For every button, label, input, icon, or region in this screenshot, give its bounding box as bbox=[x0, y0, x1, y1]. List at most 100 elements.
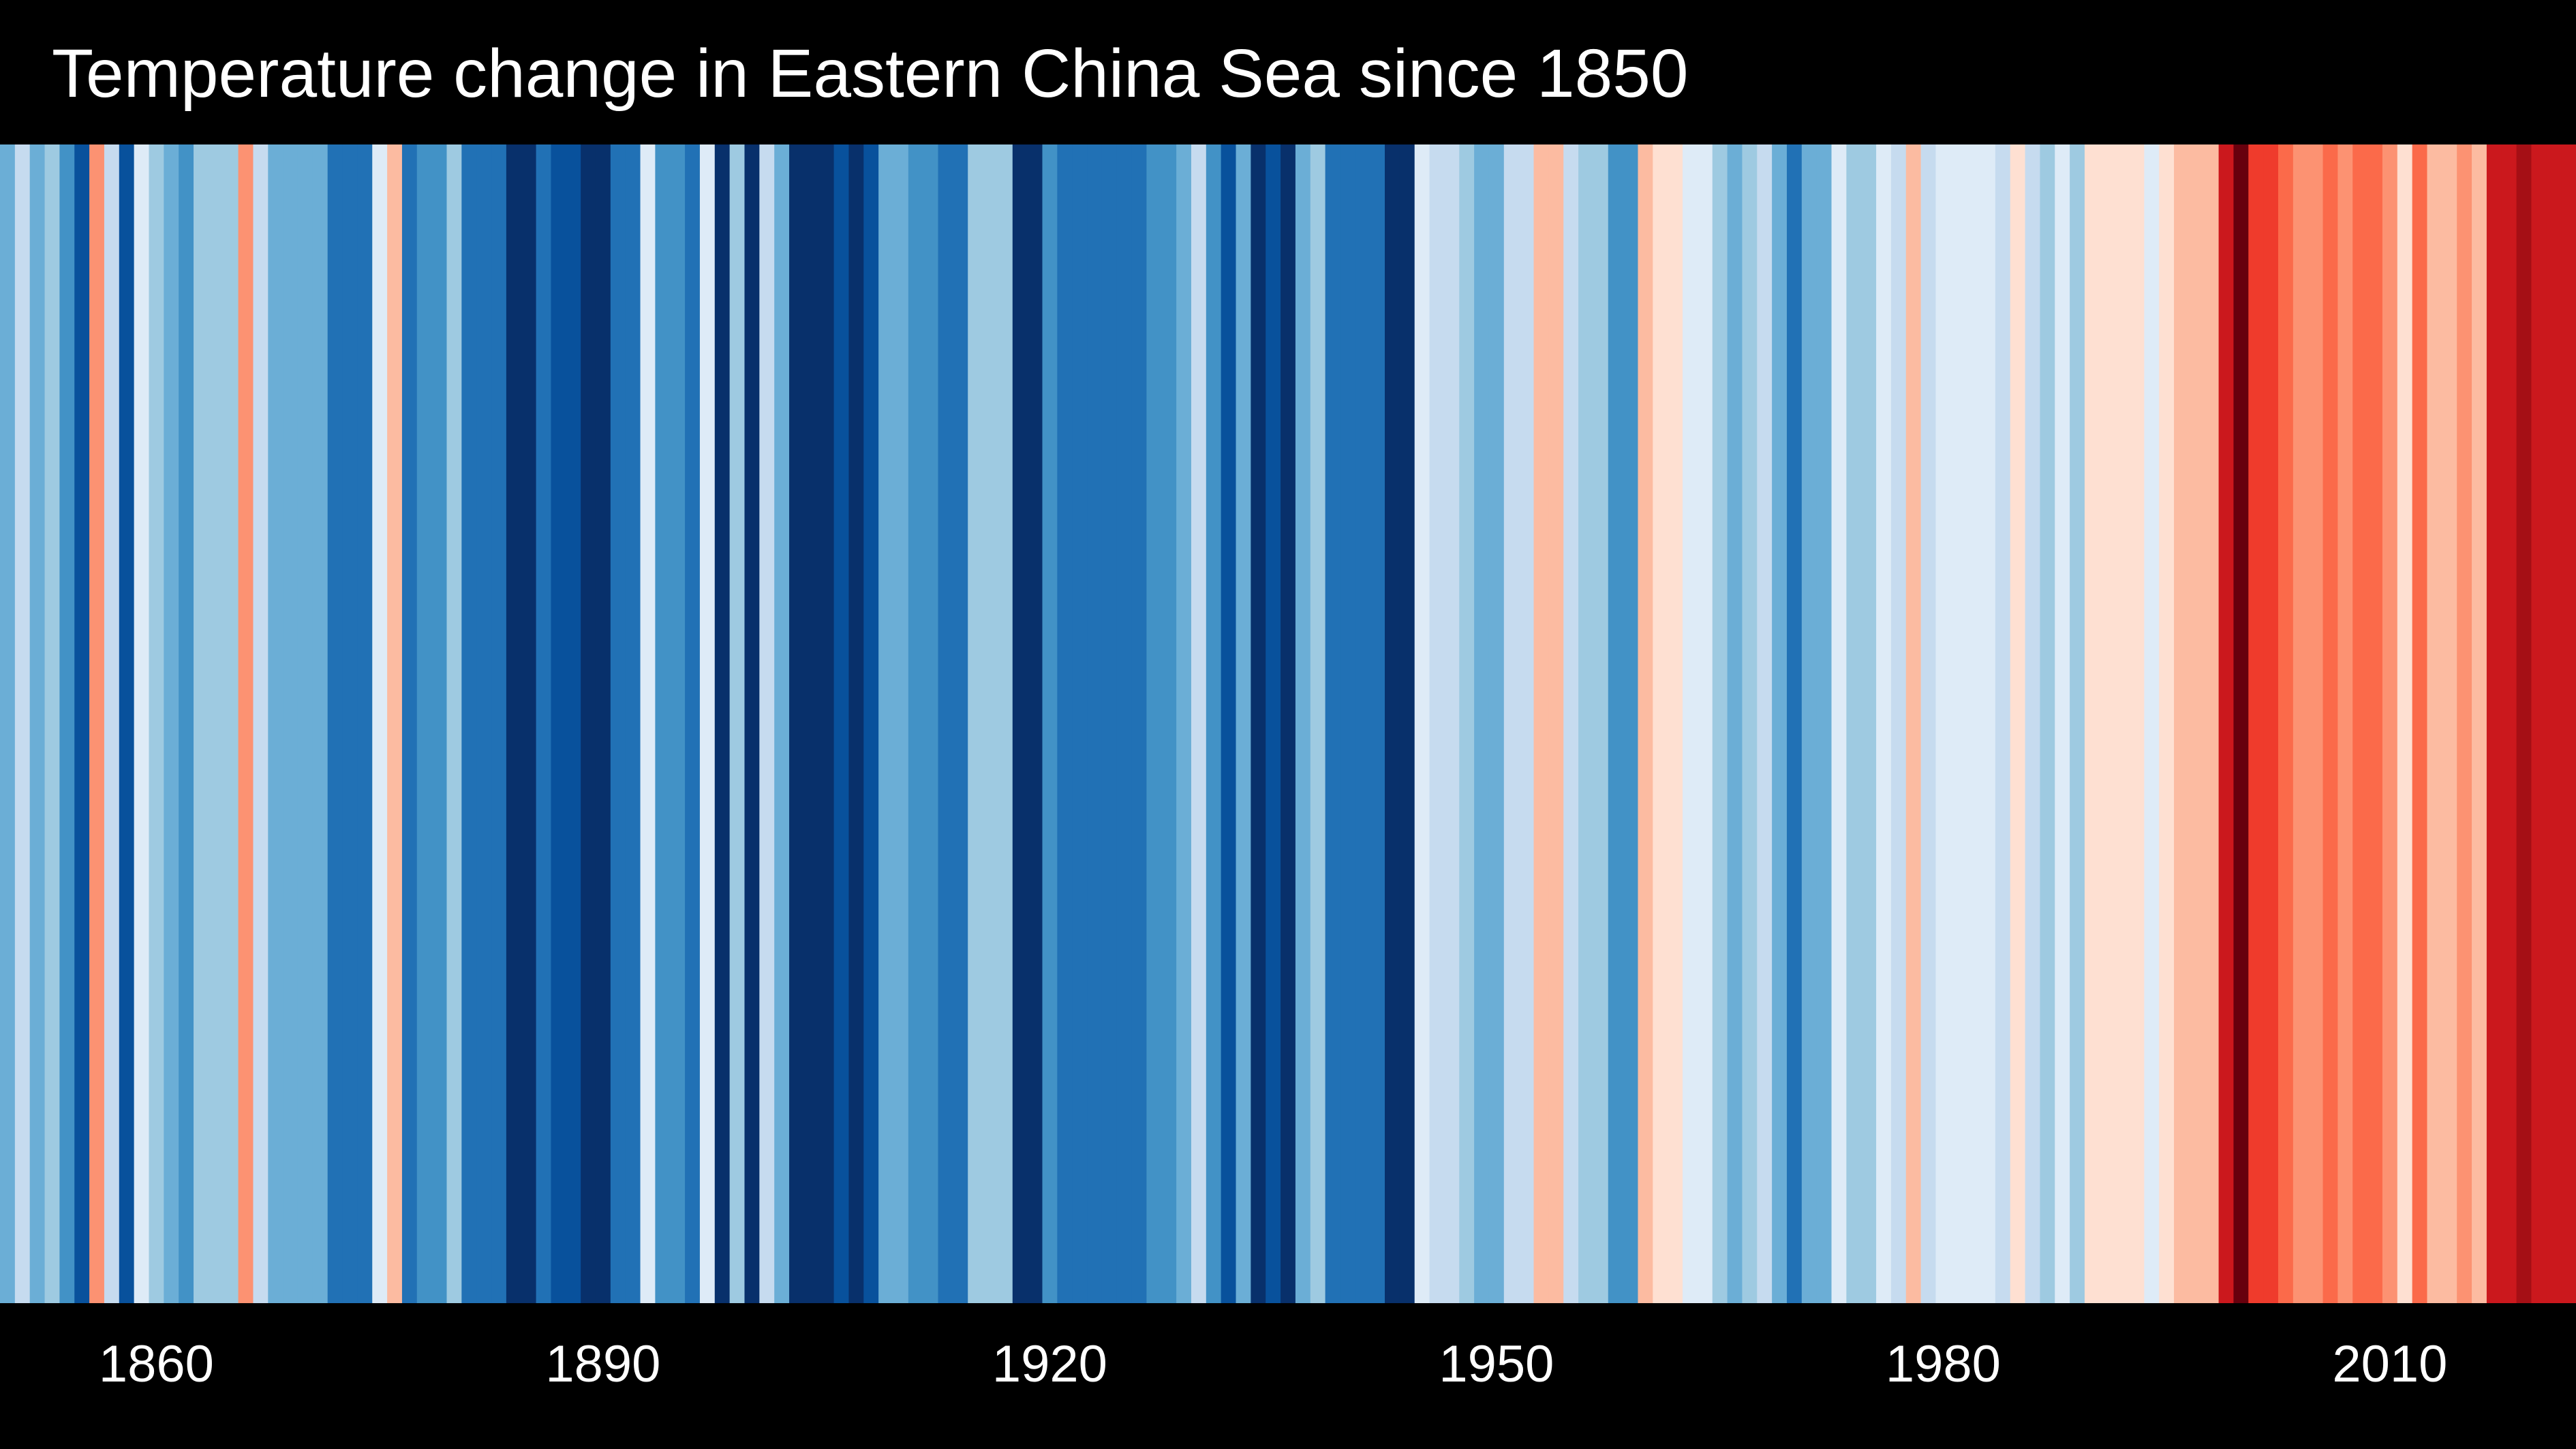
stripe-1864 bbox=[208, 144, 224, 1303]
stripe-1862 bbox=[179, 144, 194, 1303]
stripe-1917 bbox=[997, 144, 1013, 1303]
stripe-1851 bbox=[14, 144, 31, 1303]
stripe-1909 bbox=[878, 144, 894, 1303]
x-tick-label: 1920 bbox=[992, 1335, 1107, 1393]
x-tick-label: 1860 bbox=[98, 1335, 214, 1393]
stripe-1971 bbox=[1801, 144, 1818, 1303]
stripe-1912 bbox=[923, 144, 939, 1303]
stripe-1996 bbox=[2174, 144, 2190, 1303]
stripe-1856 bbox=[89, 144, 105, 1303]
stripe-1983 bbox=[1980, 144, 1996, 1303]
stripe-1974 bbox=[1846, 144, 1862, 1303]
stripe-1922 bbox=[1072, 144, 1088, 1303]
stripe-2012 bbox=[2412, 144, 2428, 1303]
stripe-1982 bbox=[1965, 144, 1981, 1303]
x-tick-label: 2010 bbox=[2332, 1335, 2448, 1393]
stripe-1961 bbox=[1653, 144, 1668, 1303]
stripe-1951 bbox=[1503, 144, 1520, 1303]
stripe-1959 bbox=[1623, 144, 1639, 1303]
stripe-2014 bbox=[2442, 144, 2457, 1303]
stripe-1875 bbox=[372, 144, 388, 1303]
stripe-1954 bbox=[1548, 144, 1564, 1303]
stripe-1977 bbox=[1890, 144, 1907, 1303]
stripe-1870 bbox=[297, 144, 313, 1303]
stripe-1896 bbox=[685, 144, 701, 1303]
stripe-1898 bbox=[714, 144, 731, 1303]
x-axis: 1860 1890 1920 1950 1980 2010 bbox=[0, 1303, 2576, 1449]
stripe-1904 bbox=[803, 144, 820, 1303]
stripe-1945 bbox=[1414, 144, 1430, 1303]
stripe-1980 bbox=[1935, 144, 1951, 1303]
stripe-1931 bbox=[1206, 144, 1222, 1303]
stripe-1963 bbox=[1683, 144, 1698, 1303]
stripe-2004 bbox=[2293, 144, 2309, 1303]
x-tick-label: 1980 bbox=[1885, 1335, 2001, 1393]
stripe-1976 bbox=[1876, 144, 1892, 1303]
stripe-1941 bbox=[1355, 144, 1370, 1303]
stripe-1926 bbox=[1131, 144, 1148, 1303]
stripe-1881 bbox=[461, 144, 477, 1303]
stripe-1955 bbox=[1563, 144, 1579, 1303]
stripe-1943 bbox=[1385, 144, 1400, 1303]
stripe-1969 bbox=[1772, 144, 1788, 1303]
stripe-2016 bbox=[2472, 144, 2487, 1303]
stripe-1925 bbox=[1116, 144, 1133, 1303]
stripe-1986 bbox=[2025, 144, 2041, 1303]
stripe-1967 bbox=[1742, 144, 1758, 1303]
stripe-1867 bbox=[253, 144, 269, 1303]
stripe-1891 bbox=[610, 144, 626, 1303]
stripe-1975 bbox=[1861, 144, 1877, 1303]
stripe-1868 bbox=[268, 144, 283, 1303]
stripe-1929 bbox=[1176, 144, 1192, 1303]
stripe-1946 bbox=[1429, 144, 1445, 1303]
stripe-1893 bbox=[640, 144, 656, 1303]
stripe-1930 bbox=[1191, 144, 1207, 1303]
stripe-1948 bbox=[1459, 144, 1475, 1303]
stripe-1903 bbox=[789, 144, 805, 1303]
stripe-1952 bbox=[1518, 144, 1535, 1303]
stripe-1876 bbox=[387, 144, 403, 1303]
stripe-1890 bbox=[595, 144, 611, 1303]
stripe-1865 bbox=[223, 144, 239, 1303]
stripe-1970 bbox=[1786, 144, 1803, 1303]
stripe-1991 bbox=[2099, 144, 2115, 1303]
stripe-1888 bbox=[566, 144, 581, 1303]
stripe-1900 bbox=[744, 144, 760, 1303]
stripe-1928 bbox=[1161, 144, 1177, 1303]
stripe-1998 bbox=[2203, 144, 2220, 1303]
stripe-2001 bbox=[2248, 144, 2264, 1303]
stripe-1883 bbox=[491, 144, 507, 1303]
stripe-2009 bbox=[2367, 144, 2383, 1303]
stripe-1957 bbox=[1593, 144, 1609, 1303]
stripe-1995 bbox=[2159, 144, 2175, 1303]
stripe-1934 bbox=[1251, 144, 1266, 1303]
stripe-1886 bbox=[536, 144, 552, 1303]
title-bar: Temperature change in Eastern China Sea … bbox=[0, 0, 2576, 144]
stripe-1936 bbox=[1281, 144, 1296, 1303]
stripe-1860 bbox=[149, 144, 164, 1303]
stripe-1965 bbox=[1712, 144, 1728, 1303]
stripe-1873 bbox=[342, 144, 358, 1303]
stripe-1935 bbox=[1266, 144, 1281, 1303]
stripe-1885 bbox=[521, 144, 537, 1303]
stripe-1992 bbox=[2114, 144, 2130, 1303]
stripe-1923 bbox=[1087, 144, 1103, 1303]
stripe-1850 bbox=[0, 144, 16, 1303]
stripe-1907 bbox=[848, 144, 864, 1303]
stripe-2013 bbox=[2427, 144, 2442, 1303]
stripe-1981 bbox=[1950, 144, 1966, 1303]
stripe-1984 bbox=[1995, 144, 2011, 1303]
stripe-1939 bbox=[1325, 144, 1341, 1303]
stripe-1866 bbox=[238, 144, 254, 1303]
stripe-2005 bbox=[2307, 144, 2324, 1303]
stripe-1918 bbox=[1012, 144, 1028, 1303]
stripe-1874 bbox=[357, 144, 373, 1303]
stripe-1884 bbox=[506, 144, 522, 1303]
stripe-1950 bbox=[1488, 144, 1505, 1303]
stripe-1938 bbox=[1310, 144, 1326, 1303]
stripe-1861 bbox=[164, 144, 179, 1303]
stripe-2000 bbox=[2233, 144, 2249, 1303]
stripe-1855 bbox=[74, 144, 90, 1303]
stripe-1897 bbox=[699, 144, 716, 1303]
stripe-1880 bbox=[446, 144, 462, 1303]
